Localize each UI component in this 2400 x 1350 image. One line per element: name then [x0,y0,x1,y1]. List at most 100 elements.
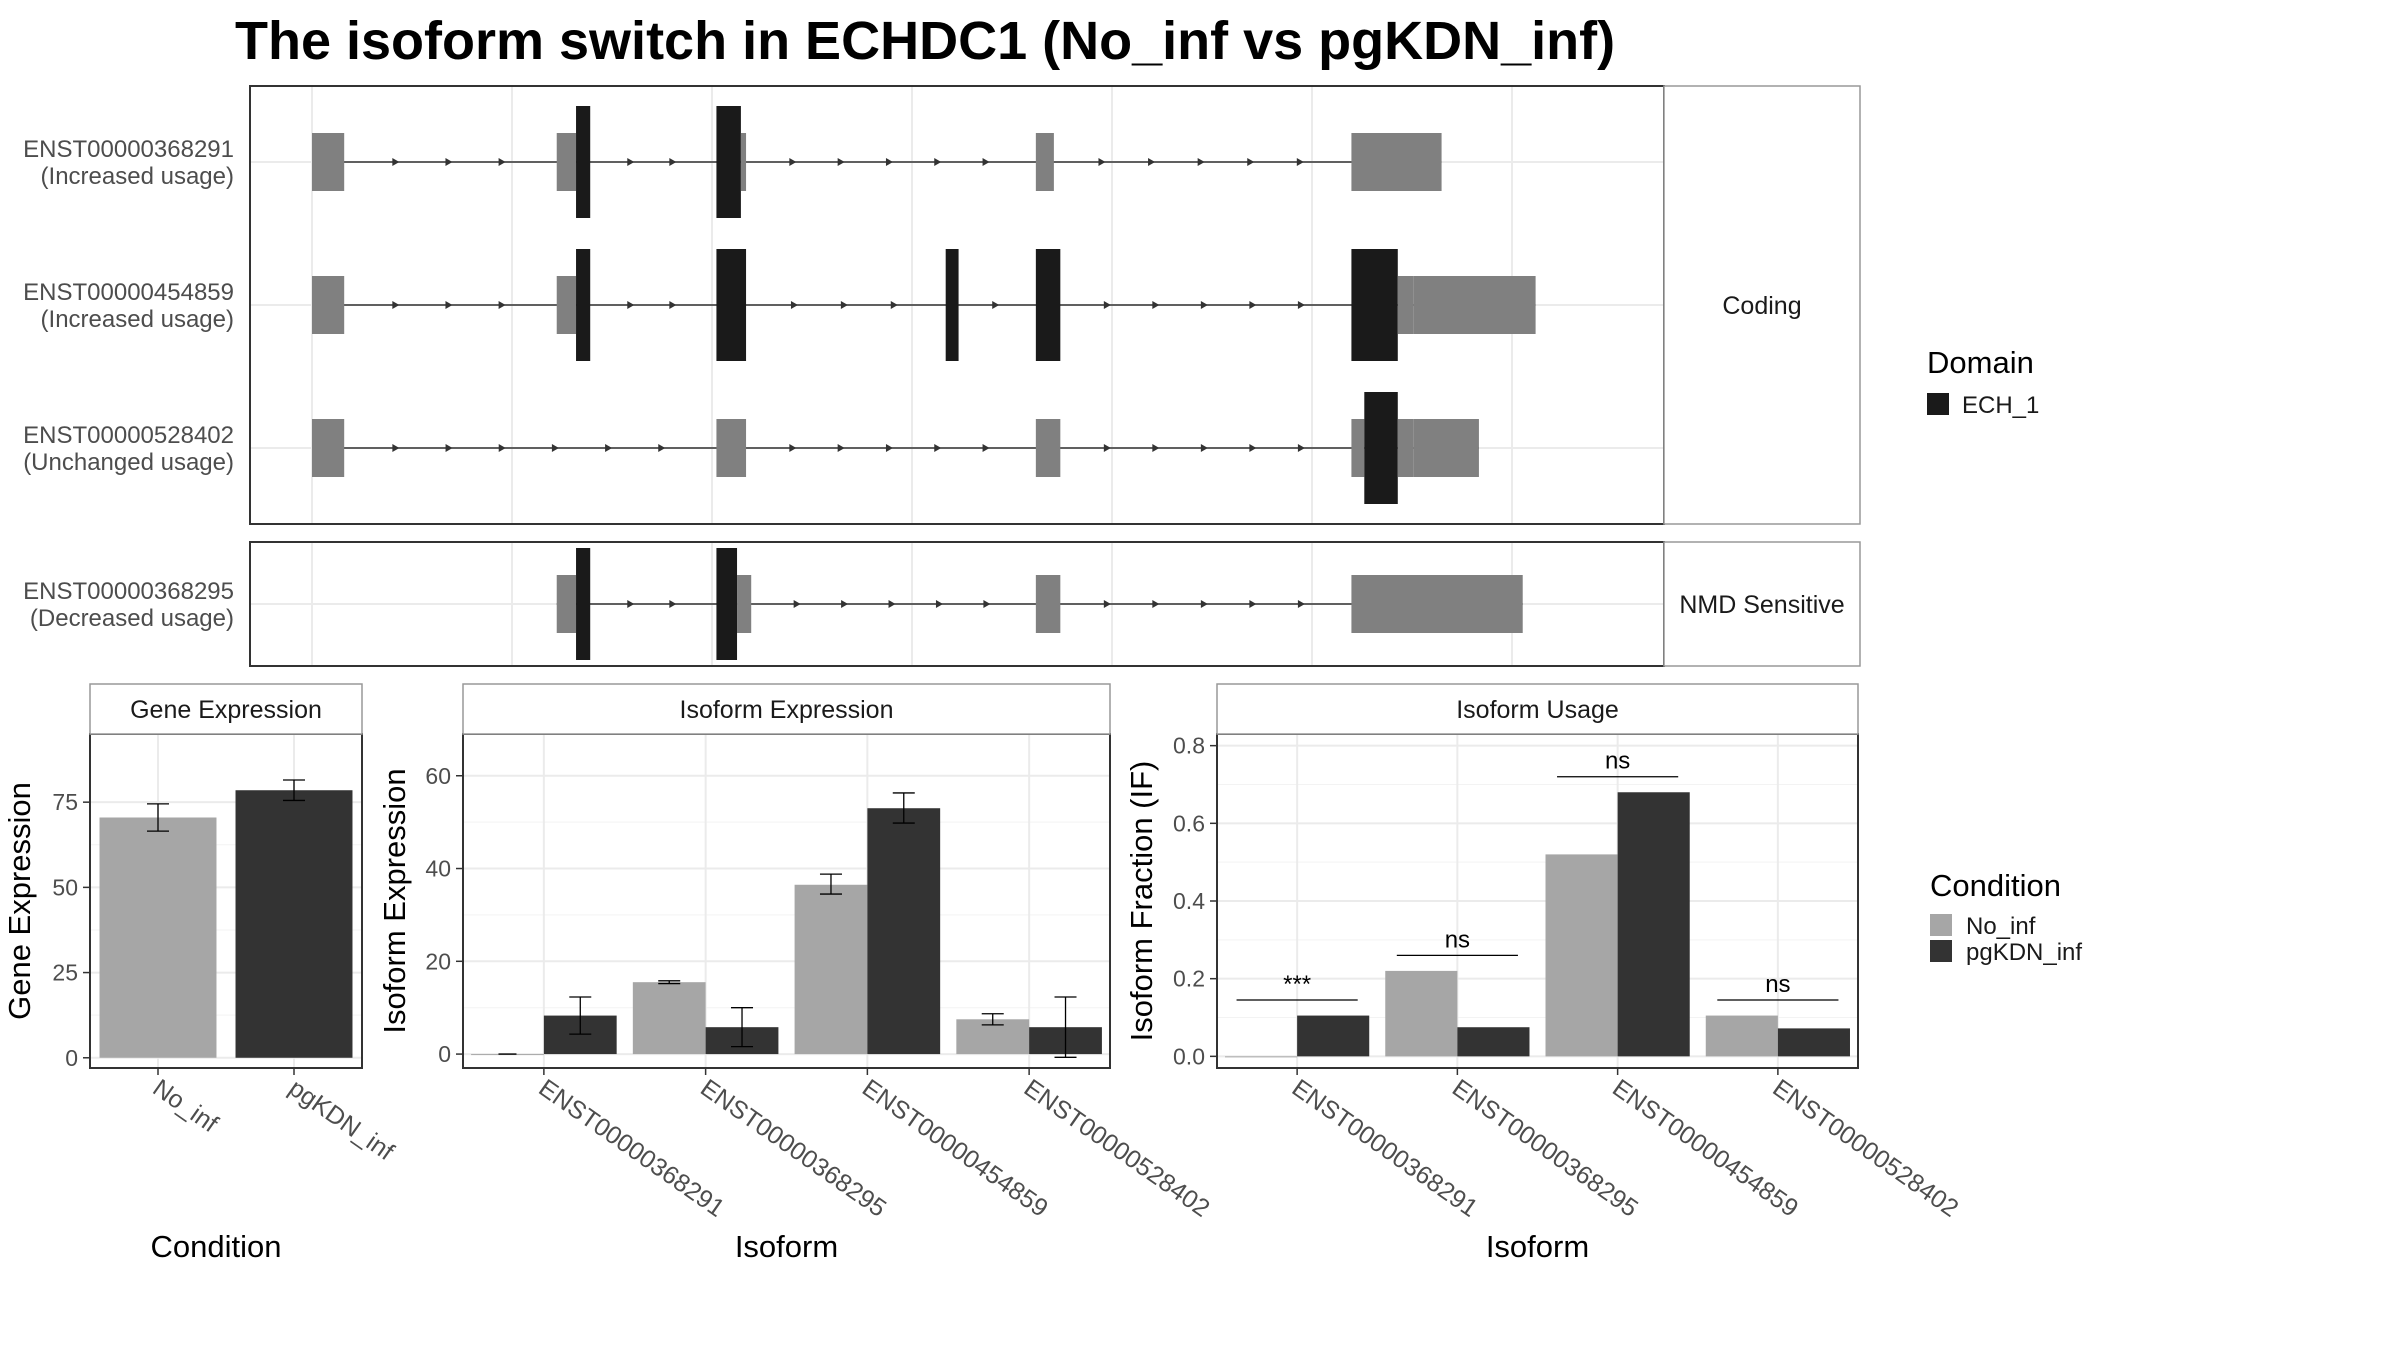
facet-label: NMD Sensitive [1679,591,1844,619]
intron-arrow [886,158,893,166]
intron-arrow [392,301,399,309]
intron-arrow [669,600,676,608]
intron-arrow [392,444,399,452]
intron-arrow [658,444,665,452]
domain-legend-label: ECH_1 [1962,392,2039,419]
intron-arrow [983,158,990,166]
y-tick-label: 0.6 [1173,810,1205,836]
intron-arrow [1249,301,1256,309]
utr-exon [1041,575,1060,633]
utr-exon [1351,575,1522,633]
intron-arrow [627,600,634,608]
transcript-usage-label: (Unchanged usage) [23,449,234,476]
intron-arrow [936,600,943,608]
utr-exon [716,419,746,477]
y-tick-label: 20 [425,948,451,974]
y-tick-label: 25 [52,960,78,986]
transcript-usage-label: (Increased usage) [41,163,234,190]
intron-arrow [1104,600,1111,608]
facet-label: Coding [1722,292,1801,320]
intron-arrow [1298,600,1305,608]
bar [1385,971,1457,1056]
bar [1706,1016,1778,1057]
y-tick-label: 0 [65,1045,78,1071]
domain-exon [1364,392,1397,504]
utr-exon [557,133,576,191]
intron-arrow [552,444,559,452]
utr-exon [1413,276,1535,334]
intron-arrow [838,444,845,452]
utr-exon [312,133,344,191]
intron-arrow [1152,301,1159,309]
bar [100,818,217,1058]
domain-exon [1351,249,1397,361]
transcript-panel-1: ENST00000368291(Increased usage)ENST0000… [23,86,1860,524]
intron-arrow [1152,600,1159,608]
bar [867,808,940,1054]
intron-arrow [669,158,676,166]
y-tick-label: 40 [425,856,451,882]
intron-arrow [1198,158,1205,166]
y-tick-label: 75 [52,789,78,815]
intron-arrow [1201,444,1208,452]
isoform-usage-chart: ***nsnsnsIsoform Usage0.00.20.40.60.8ENS… [1124,684,1964,1264]
chart-title: Gene Expression [130,696,322,724]
y-axis-label: Isoform Expression [377,768,412,1033]
intron-arrow [1098,158,1105,166]
condition-legend-label: pgKDN_inf [1966,939,2082,966]
significance-label: ns [1605,748,1630,775]
utr-exon [1036,575,1041,633]
x-axis-label: Isoform [1486,1229,1589,1264]
intron-arrow [889,600,896,608]
intron-arrow [1148,158,1155,166]
intron-arrow [445,301,452,309]
transcript-track-ENST00000454859 [250,249,1664,361]
transcript-track-ENST00000368295 [250,548,1664,660]
transcript-id-label: ENST00000368295 [23,578,234,605]
isoform-switch-figure: ENST00000368291(Increased usage)ENST0000… [0,0,2400,1350]
bar [1618,792,1690,1056]
domain-exon [716,106,740,218]
y-axis-label: Isoform Fraction (IF) [1124,761,1159,1042]
intron-arrow [1249,444,1256,452]
y-tick-label: 0.0 [1173,1043,1205,1069]
domain-exon [576,249,590,361]
y-tick-label: 0.8 [1173,733,1205,759]
y-tick-label: 60 [425,763,451,789]
intron-arrow [983,600,990,608]
utr-exon [1398,419,1413,477]
transcript-usage-label: (Decreased usage) [30,605,234,632]
condition-legend-key [1930,914,1952,936]
condition-legend-key [1930,940,1952,962]
x-tick-label: No_inf [148,1074,223,1138]
transcript-track-ENST00000528402 [250,392,1664,504]
intron-arrow [627,301,634,309]
utr-exon [737,575,751,633]
significance-label: ns [1445,926,1470,953]
domain-exon [1036,249,1060,361]
intron-arrow [891,301,898,309]
intron-arrow [838,158,845,166]
intron-arrow [1249,600,1256,608]
intron-arrow [934,158,941,166]
domain-legend-key [1927,393,1949,415]
significance-label: ns [1765,971,1790,998]
domain-legend: Domain ECH_1 [1927,345,2039,419]
intron-arrow [1104,301,1111,309]
transcript-id-label: ENST00000368291 [23,136,234,163]
domain-exon [716,249,746,361]
bar [1546,854,1618,1056]
condition-legend-label: No_inf [1966,913,2036,940]
intron-arrow [789,158,796,166]
utr-exon [1351,419,1364,477]
bar [1457,1027,1529,1056]
bar [633,982,706,1054]
chart-title: Isoform Expression [680,696,894,724]
intron-arrow [1298,444,1305,452]
intron-arrow [669,301,676,309]
utr-exon [1398,276,1413,334]
x-axis-label: Isoform [735,1229,838,1264]
intron-arrow [1297,158,1304,166]
intron-arrow [841,600,848,608]
transcript-usage-label: (Increased usage) [41,306,234,333]
